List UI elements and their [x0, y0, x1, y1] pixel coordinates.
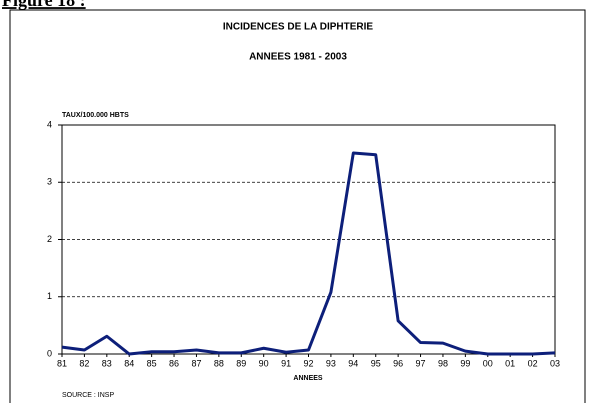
y-tick-label: 0 — [47, 348, 52, 358]
x-tick-label: 87 — [191, 358, 201, 368]
x-tick-label: 97 — [416, 358, 426, 368]
x-tick-label: 93 — [326, 358, 336, 368]
x-tick-label: 86 — [169, 358, 179, 368]
x-tick-label: 82 — [79, 358, 89, 368]
y-tick-label: 1 — [47, 291, 52, 301]
x-tick-label: 84 — [124, 358, 134, 368]
x-tick-label: 95 — [371, 358, 381, 368]
x-tick-label: 03 — [550, 358, 560, 368]
x-tick-label: 01 — [505, 358, 515, 368]
x-tick-label: 85 — [147, 358, 157, 368]
figure-label: Figure 18 : — [2, 0, 86, 10]
y-tick-label: 2 — [47, 234, 52, 244]
x-tick-label: 91 — [281, 358, 291, 368]
x-tick-label: 81 — [57, 358, 67, 368]
frame — [9, 9, 586, 403]
x-tick-label: 00 — [483, 358, 493, 368]
x-tick-label: 94 — [348, 358, 358, 368]
x-tick-label: 88 — [214, 358, 224, 368]
x-axis-label: ANNEES — [293, 375, 323, 382]
x-tick-label: 83 — [102, 358, 112, 368]
x-tick-label: 98 — [438, 358, 448, 368]
x-tick-label: 02 — [528, 358, 538, 368]
source: SOURCE : INSP — [62, 392, 114, 399]
chart-subtitle: ANNEES 1981 - 2003 — [249, 52, 347, 63]
y-tick-label: 4 — [47, 119, 52, 129]
x-tick-label: 99 — [460, 358, 470, 368]
x-tick-label: 90 — [259, 358, 269, 368]
x-tick-label: 96 — [393, 358, 403, 368]
data-line — [61, 151, 556, 356]
x-tick-label: 92 — [303, 358, 313, 368]
x-tick-label: 89 — [236, 358, 246, 368]
y-tick-label: 3 — [47, 177, 52, 187]
chart-title: INCIDENCES DE LA DIPHTERIE — [223, 22, 374, 33]
y-axis-label: TAUX/100.000 HBTS — [62, 112, 129, 119]
